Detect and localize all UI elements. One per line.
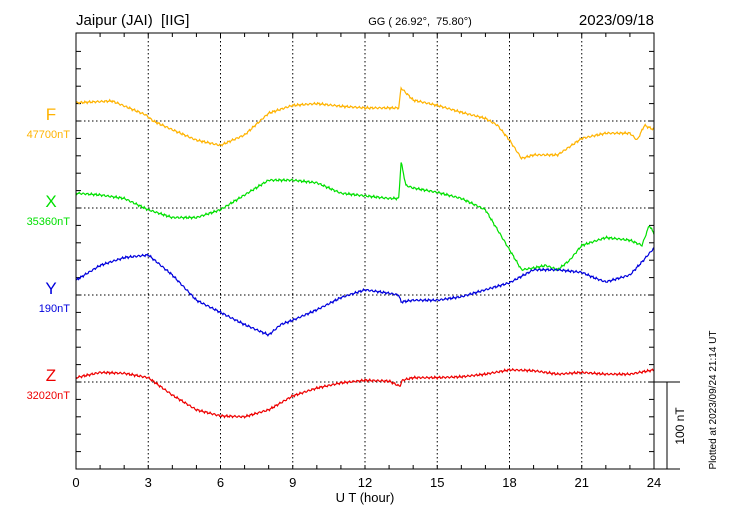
x-tick-label: 24 xyxy=(647,475,661,490)
x-tick-label: 12 xyxy=(358,475,372,490)
series-baseline-y: 190nT xyxy=(39,303,70,315)
x-tick-labels: 0 3 6 9 12 15 18 21 24 xyxy=(72,475,661,490)
scale-bar: 100 nT xyxy=(654,381,687,470)
x-tick-label: 18 xyxy=(502,475,516,490)
series-baseline-f: 47700nT xyxy=(27,129,71,141)
series-name-y: Y xyxy=(45,279,56,298)
x-tick-label: 9 xyxy=(289,475,296,490)
scale-bar-label: 100 nT xyxy=(673,407,687,445)
series-baseline-z: 32020nT xyxy=(27,390,71,402)
x-tick-label: 0 xyxy=(72,475,79,490)
series-name-x: X xyxy=(45,192,56,211)
series-name-z: Z xyxy=(46,366,56,385)
chart-title: Jaipur (JAI) [IIG] xyxy=(76,12,189,29)
series-labels: F 47700nT X 35360nT Y 190nT Z 32020nT xyxy=(27,105,71,402)
x-tick-label: 15 xyxy=(430,475,444,490)
grid xyxy=(76,33,654,469)
series-baseline-x: 35360nT xyxy=(27,216,71,228)
chart-date: 2023/09/18 xyxy=(579,12,654,29)
series-line-z xyxy=(75,367,655,419)
series-line-y xyxy=(75,247,655,337)
x-axis-label: U T (hour) xyxy=(336,490,395,505)
x-tick-label: 6 xyxy=(217,475,224,490)
series-name-f: F xyxy=(46,105,56,124)
plotted-note: Plotted at 2023/09/24 21:14 UT xyxy=(708,331,719,470)
axis-ticks xyxy=(76,33,654,469)
series-line-x xyxy=(75,162,655,272)
station-coordinates: GG ( 26.92°, 75.80°) xyxy=(368,16,472,28)
x-tick-label: 3 xyxy=(145,475,152,490)
plot-frame xyxy=(75,32,655,470)
series-lines xyxy=(75,86,655,419)
series-line-f xyxy=(75,86,655,161)
x-tick-label: 21 xyxy=(575,475,589,490)
